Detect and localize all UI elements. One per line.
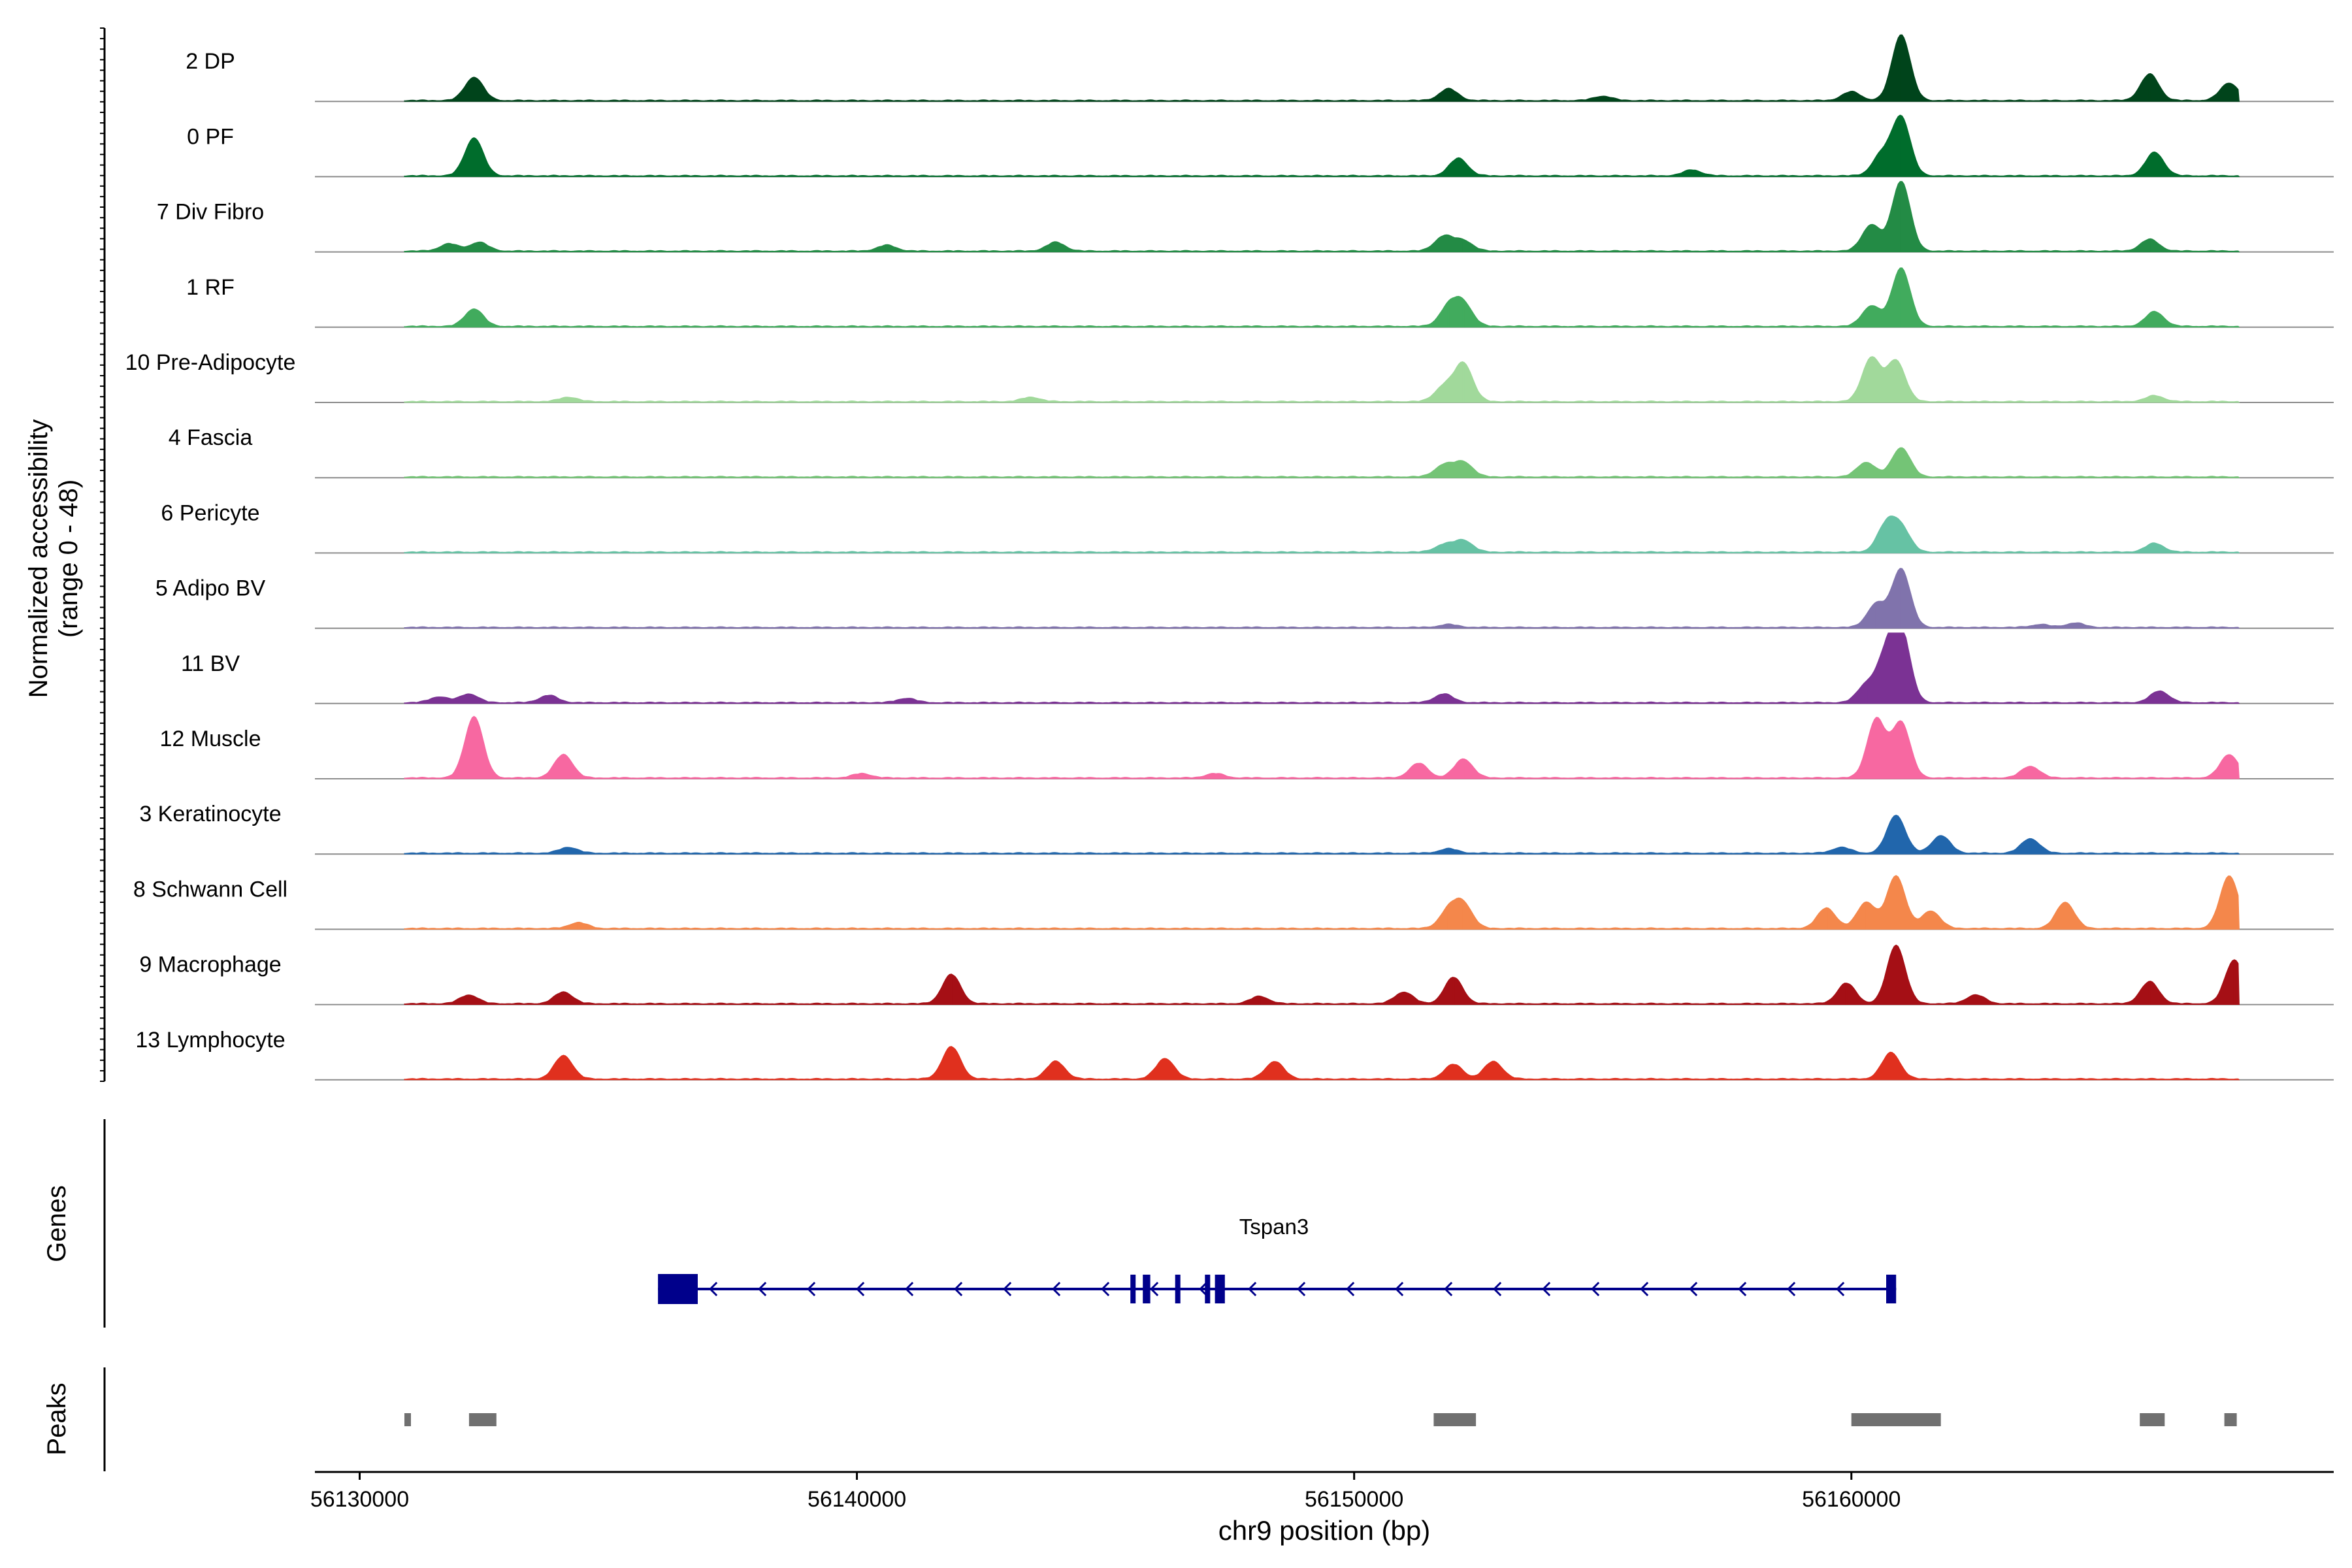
coverage-area — [404, 944, 2240, 1005]
track-label: 0 PF — [187, 124, 234, 149]
track-5-adipo-bv: 5 Adipo BV — [155, 568, 2334, 629]
strand-arrow — [856, 1281, 865, 1297]
track-label: 11 BV — [181, 651, 240, 676]
coverage-y-axis — [100, 27, 106, 1082]
gene-exon — [1130, 1275, 1136, 1303]
x-tick-label: 56160000 — [1802, 1487, 1901, 1512]
coverage-area — [404, 515, 2240, 553]
strand-arrow — [1640, 1281, 1649, 1297]
gene-exon — [1215, 1275, 1225, 1303]
strand-arrow — [1738, 1281, 1747, 1297]
strand-arrow — [1199, 1281, 1208, 1297]
peaks-panel-label: Peaks — [42, 1382, 71, 1455]
coverage-area — [404, 181, 2240, 253]
track-6-pericyte: 6 Pericyte — [161, 500, 2334, 554]
track-label: 3 Keratinocyte — [139, 802, 281, 826]
track-label: 10 Pre-Adipocyte — [125, 350, 296, 375]
track-3-keratinocyte: 3 Keratinocyte — [139, 802, 2334, 855]
strand-arrow — [807, 1281, 816, 1297]
track-8-schwann-cell: 8 Schwann Cell — [133, 875, 2334, 930]
gene-exon — [1205, 1275, 1211, 1303]
track-9-macrophage: 9 Macrophage — [139, 944, 2334, 1005]
track-10-pre-adipocyte: 10 Pre-Adipocyte — [125, 350, 2334, 403]
track-4-fascia: 4 Fascia — [169, 425, 2334, 479]
strand-arrow — [1052, 1281, 1061, 1297]
strand-arrow — [1101, 1281, 1110, 1297]
coverage-area — [404, 814, 2240, 855]
track-label: 4 Fascia — [169, 425, 253, 450]
track-label: 9 Macrophage — [139, 953, 281, 977]
y-axis-label-line2: (range 0 - 48) — [54, 480, 83, 638]
genes-panel: Genes Tspan3 — [42, 1119, 1897, 1328]
track-13-lymphocyte: 13 Lymphocyte — [135, 1028, 2334, 1081]
strand-arrow — [1836, 1281, 1845, 1297]
track-label: 5 Adipo BV — [155, 576, 266, 601]
track-7-div-fibro: 7 Div Fibro — [157, 181, 2334, 253]
track-label: 12 Muscle — [160, 727, 261, 751]
called-peak — [1433, 1413, 1477, 1426]
coverage-area — [404, 34, 2240, 102]
strand-arrow — [1493, 1281, 1502, 1297]
coverage-area — [404, 568, 2240, 629]
coverage-area — [404, 875, 2240, 930]
called-peak — [1851, 1413, 1941, 1426]
strand-arrow — [1003, 1281, 1012, 1297]
strand-arrow — [1150, 1281, 1159, 1297]
track-label: 8 Schwann Cell — [133, 877, 287, 902]
peaks-panel: Peaks — [42, 1367, 2237, 1471]
genes-panel-label: Genes — [42, 1185, 71, 1262]
coverage-area — [404, 447, 2240, 478]
x-tick-label: 56140000 — [808, 1487, 906, 1512]
track-12-muscle: 12 Muscle — [160, 715, 2334, 779]
strand-arrow — [758, 1281, 767, 1297]
coverage-area — [404, 715, 2240, 779]
called-peak — [404, 1413, 411, 1426]
x-tick-label: 56150000 — [1305, 1487, 1403, 1512]
track-label: 1 RF — [186, 275, 235, 300]
strand-arrow — [1689, 1281, 1698, 1297]
track-2-dp: 2 DP — [186, 34, 2334, 103]
x-axis-label: chr9 position (bp) — [1218, 1515, 1431, 1546]
track-11-bv: 11 BV — [181, 632, 2334, 704]
track-0-pf: 0 PF — [187, 114, 2334, 178]
track-label: 2 DP — [186, 49, 235, 74]
strand-arrow — [709, 1281, 718, 1297]
gene-exon — [1886, 1275, 1897, 1303]
strand-arrow — [1346, 1281, 1355, 1297]
strand-arrow — [905, 1281, 914, 1297]
called-peak — [2224, 1413, 2237, 1426]
track-label: 13 Lymphocyte — [135, 1028, 285, 1053]
x-axis: 56130000 56140000 56150000 56160000 chr9 po… — [310, 1471, 2334, 1546]
coverage-area — [404, 267, 2240, 328]
coverage-area — [404, 114, 2240, 177]
strand-arrow — [954, 1281, 963, 1297]
track-label: 6 Pericyte — [161, 500, 259, 525]
gene-exon — [1175, 1275, 1181, 1303]
gene-model-tspan3 — [658, 1274, 1897, 1304]
gene-name-label: Tspan3 — [1239, 1215, 1309, 1239]
strand-arrow — [1248, 1281, 1257, 1297]
coverage-tracks: 2 DP 0 PF 7 Div Fibro 1 RF 10 Pre-Adipocyte 4… — [125, 34, 2334, 1081]
track-1-rf: 1 RF — [186, 267, 2334, 328]
strand-arrow — [1395, 1281, 1404, 1297]
coverage-area — [404, 356, 2240, 403]
y-axis-label-line1: Normalized accessibility — [24, 419, 53, 698]
coverage-area — [404, 1045, 2240, 1081]
called-peaks — [404, 1413, 2237, 1426]
track-label: 7 Div Fibro — [157, 200, 264, 225]
strand-arrow — [1297, 1281, 1306, 1297]
gene-exon — [658, 1274, 698, 1304]
strand-arrow — [1444, 1281, 1453, 1297]
x-tick-label: 56130000 — [310, 1487, 409, 1512]
strand-arrow — [1787, 1281, 1796, 1297]
x-axis-ticks: 56130000 56140000 56150000 56160000 — [310, 1472, 1901, 1512]
strand-arrow — [1542, 1281, 1551, 1297]
called-peak — [468, 1413, 497, 1426]
strand-arrow — [1591, 1281, 1600, 1297]
coverage-area — [404, 632, 2240, 704]
called-peak — [2140, 1413, 2165, 1426]
gene-exon — [1143, 1275, 1151, 1303]
